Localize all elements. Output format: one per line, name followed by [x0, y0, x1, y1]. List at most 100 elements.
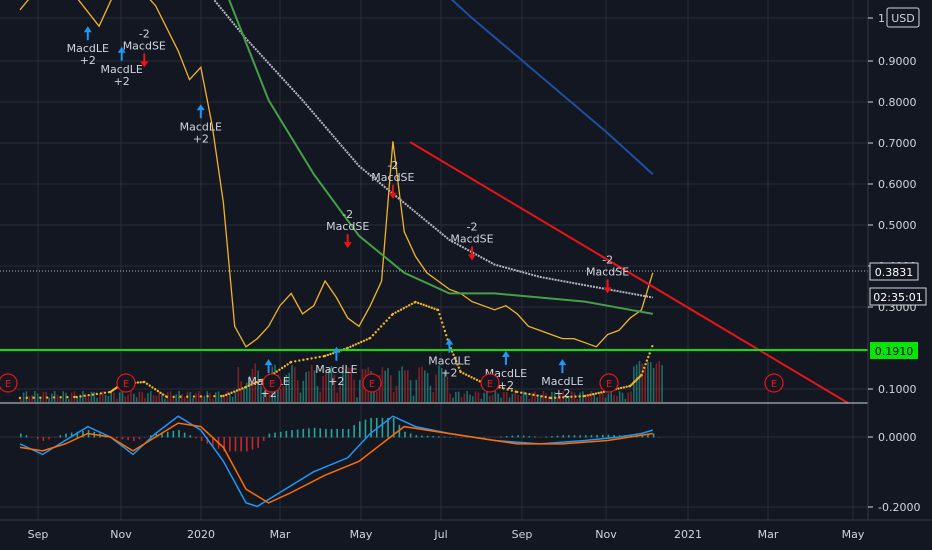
- indicator-dot: [532, 393, 535, 397]
- volume-bar: [28, 396, 31, 402]
- volume-bar: [138, 391, 141, 402]
- volume-bar: [415, 379, 418, 402]
- macd-histogram-bar: [53, 437, 56, 438]
- indicator-dot: [258, 379, 261, 383]
- volume-bar: [556, 397, 559, 402]
- indicator-dot: [528, 392, 531, 396]
- indicator-dot: [645, 359, 649, 362]
- indicator-dot: [402, 307, 405, 310]
- indicator-dot: [459, 370, 462, 374]
- macd-histogram-bar: [488, 437, 491, 438]
- volume-bar: [288, 372, 290, 402]
- indicator-dot: [369, 336, 372, 340]
- volume-bar: [347, 367, 350, 402]
- earnings-marker-icon[interactable]: [116, 373, 136, 393]
- earnings-marker-label: E: [123, 379, 129, 390]
- macd-histogram-bar: [460, 437, 463, 438]
- volume-bar: [438, 365, 440, 402]
- volume-bar: [596, 397, 598, 402]
- indicator-dot: [159, 391, 162, 394]
- macd-histogram-bar: [20, 433, 22, 438]
- earnings-marker-icon[interactable]: [599, 373, 619, 393]
- macd-histogram-bar: [539, 437, 542, 438]
- indicator-dot: [241, 387, 244, 390]
- macd-histogram-bar: [251, 437, 254, 450]
- macd-histogram-bar: [596, 434, 598, 438]
- volume-bar: [214, 392, 217, 402]
- indicator-dot: [219, 394, 223, 398]
- volume-bar: [655, 363, 658, 402]
- macd-histogram-bar: [641, 435, 644, 438]
- indicator-dot: [385, 319, 388, 322]
- volume-bar: [243, 388, 245, 402]
- indicator-dot: [382, 322, 386, 325]
- signal-qty: +2: [114, 75, 130, 88]
- macd-histogram-bar: [466, 437, 468, 438]
- indicator-dot: [326, 353, 330, 357]
- volume-bar: [121, 391, 124, 402]
- volume-bar: [652, 367, 655, 402]
- indicator-dot: [306, 357, 309, 361]
- macd-histogram-bar: [534, 436, 536, 438]
- volume-bar: [101, 391, 104, 402]
- x-tick-label: Nov: [110, 528, 132, 541]
- indicator-dot: [520, 391, 523, 394]
- ma-line-green: [228, 0, 653, 315]
- volume-bar: [299, 392, 302, 402]
- indicator-dot: [329, 352, 332, 356]
- trendline[interactable]: [409, 141, 849, 404]
- macd-histogram-bar: [658, 437, 661, 438]
- y-tick-label: -0.2000: [878, 501, 920, 514]
- volume-bar: [361, 369, 364, 402]
- macd-histogram-bar: [517, 435, 519, 438]
- indicator-dot: [230, 391, 233, 394]
- indicator-dot: [91, 393, 94, 396]
- volume-bar: [229, 394, 231, 402]
- volume-bar: [590, 391, 593, 402]
- volume-bar: [455, 391, 457, 402]
- volume-bar: [401, 366, 403, 402]
- macd-histogram-bar: [65, 433, 67, 438]
- macd-histogram-bar: [505, 436, 508, 438]
- indicator-dot: [558, 396, 561, 399]
- indicator-dot: [536, 394, 539, 397]
- volume-bar: [534, 391, 536, 402]
- y-tick-label: 0.5000: [878, 219, 917, 232]
- indicator-dot: [280, 366, 284, 370]
- volume-bar: [593, 393, 596, 402]
- indicator-dot: [162, 393, 165, 396]
- indicator-dot: [99, 392, 103, 395]
- indicator-dot: [145, 382, 149, 385]
- earnings-marker-icon[interactable]: [362, 373, 382, 393]
- last-price-box: [869, 262, 919, 281]
- macd-histogram-bar: [364, 419, 367, 438]
- indicator-dot: [589, 393, 592, 396]
- macd-histogram-bar: [426, 435, 429, 438]
- volume-bar: [161, 392, 163, 402]
- earnings-marker-icon[interactable]: [262, 373, 282, 393]
- indicator-dot: [454, 360, 458, 363]
- buy-arrow-icon: [83, 26, 92, 41]
- indicator-dot: [566, 395, 569, 399]
- volume-bar: [316, 386, 319, 402]
- volume-bar: [339, 385, 341, 402]
- volume-bar: [658, 361, 661, 402]
- volume-bar: [336, 392, 338, 402]
- earnings-marker-icon[interactable]: [0, 373, 18, 393]
- indicator-dot: [394, 311, 397, 314]
- indicator-dot: [143, 380, 146, 384]
- earnings-marker-icon[interactable]: [764, 373, 784, 393]
- currency-badge[interactable]: USD: [891, 12, 915, 25]
- time-axis[interactable]: Sep Nov 2020 Mar May Jul Sep Nov 2021 Mar May: [28, 528, 865, 541]
- earnings-marker-icon[interactable]: [480, 373, 500, 393]
- volume-bar: [503, 391, 505, 402]
- volume-bar: [195, 393, 197, 402]
- currency-badge-box[interactable]: [886, 7, 920, 28]
- macd-histogram-bar: [285, 430, 288, 438]
- macd-histogram-bar: [127, 437, 129, 441]
- macd-histogram-bar: [404, 431, 406, 438]
- volume-bar: [310, 364, 313, 402]
- indicator-dot: [433, 307, 436, 310]
